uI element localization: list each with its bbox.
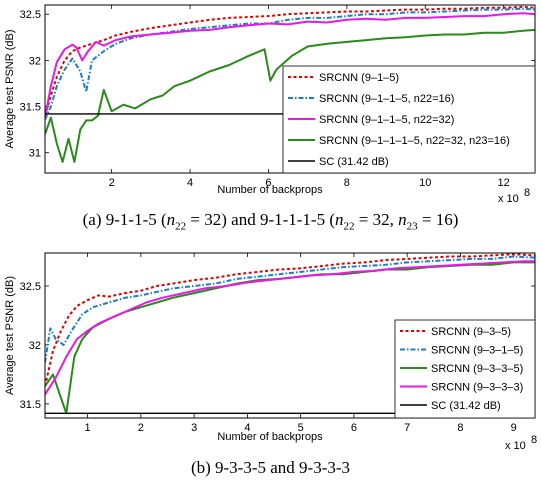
x-exponent: 8 [524,187,530,199]
legend-entry: SRCNN (9–3–3–5) [431,363,523,375]
y-axis-label: Average test PSNR (dB) [4,276,16,395]
x-tick-label: 8 [344,177,350,189]
x-tick-label: 8 [457,422,463,434]
x-tick-label: 3 [191,422,197,434]
y-tick-label: 31.5 [20,399,41,411]
y-tick-label: 31.5 [20,102,41,114]
x-tick-label: 1 [85,422,91,434]
x-tick-label: 2 [109,177,115,189]
x-tick-label: 6 [351,422,357,434]
legend-entry: SC (31.42 dB) [319,156,389,168]
y-tick-label: 32 [29,55,41,67]
legend-entry: SRCNN (9–1–5) [319,72,399,84]
legend-entry: SRCNN (9–1–1–5, n22=32) [319,114,454,126]
legend-entry: SC (31.42 dB) [431,400,501,412]
x-tick-label: 9 [511,422,517,434]
x-axis-label: Number of backprops [217,431,323,443]
legend-entry: SRCNN (9–1–1–1–5, n22=32, n23=16) [319,135,510,147]
x-tick-label: 12 [498,177,510,189]
legend-entry: SRCNN (9–3–1–5) [431,345,523,357]
x-axis-label: Number of backprops [217,184,323,196]
y-tick-label: 32.5 [20,9,41,21]
y-axis-label: Average test PSNR (dB) [4,29,16,148]
legend-entry: SRCNN (9–1–1–5, n22=16) [319,93,454,105]
y-tick-label: 32 [29,340,41,352]
x-tick-label: 2 [138,422,144,434]
legend: SRCNN (9–1–5) SRCNN (9–1–1–5, n22=16) SRCN… [283,66,535,173]
x-exponent-label: x 10 [498,193,519,205]
caption-b: (b) 9-3-3-5 and 9-3-3-3 [0,458,541,478]
legend-entry: SRCNN (9–3–5) [431,326,511,338]
x-exponent: 8 [531,434,537,446]
x-exponent-label: x 10 [505,440,526,452]
x-tick-label: 7 [404,422,410,434]
legend: SRCNN (9–3–5) SRCNN (9–3–1–5) SRCNN (9–3–3… [395,320,535,418]
y-tick-label: 31 [29,148,41,160]
legend-entry: SRCNN (9–3–3–3) [431,382,523,394]
caption-a: (a) 9-1-1-5 (n22 = 32) and 9-1-1-1-5 (n2… [0,210,541,232]
x-tick-label: 4 [187,177,193,189]
x-tick-label: 10 [419,177,431,189]
y-tick-label: 32.5 [20,281,41,293]
